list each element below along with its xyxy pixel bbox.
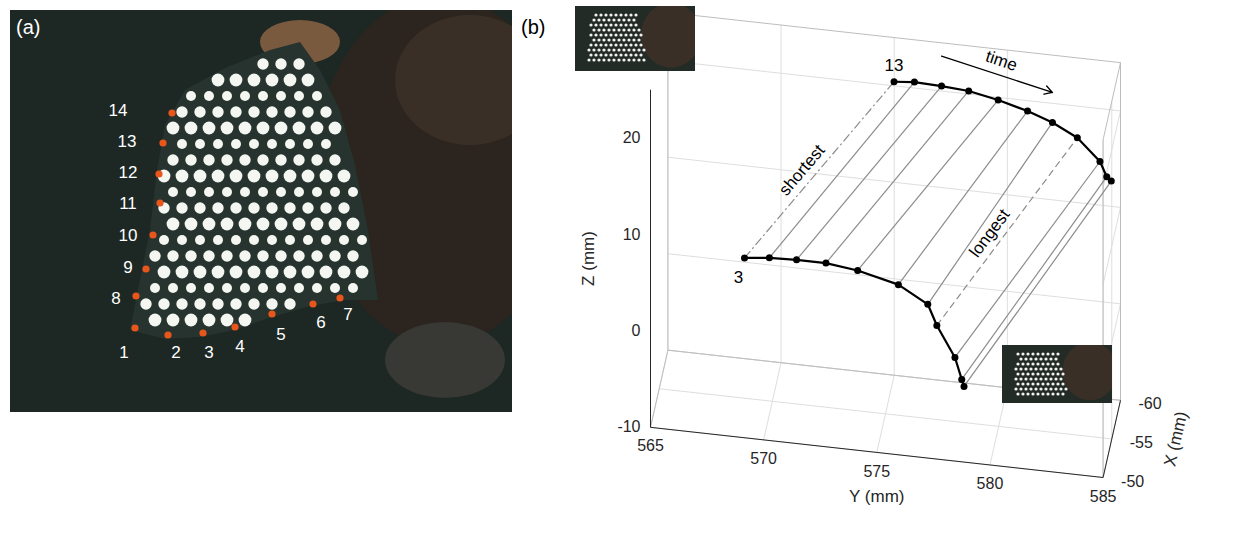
svg-text:Z (mm): Z (mm) xyxy=(579,231,598,286)
svg-text:575: 575 xyxy=(863,463,890,480)
svg-text:5: 5 xyxy=(276,325,285,344)
svg-text:565: 565 xyxy=(637,437,664,454)
svg-text:-10: -10 xyxy=(617,418,640,435)
svg-text:14: 14 xyxy=(109,101,128,120)
svg-text:12: 12 xyxy=(119,163,138,182)
svg-text:time: time xyxy=(983,47,1019,75)
svg-text:0: 0 xyxy=(632,322,641,339)
svg-text:X (mm): X (mm) xyxy=(1160,410,1191,469)
svg-text:Y (mm): Y (mm) xyxy=(849,487,904,506)
svg-text:10: 10 xyxy=(623,226,641,243)
svg-text:7: 7 xyxy=(343,305,352,324)
svg-text:(a): (a) xyxy=(16,16,40,38)
svg-text:10: 10 xyxy=(119,226,138,245)
svg-text:longest: longest xyxy=(966,205,1014,260)
svg-text:3: 3 xyxy=(734,268,743,287)
svg-text:(b): (b) xyxy=(521,16,545,38)
svg-text:4: 4 xyxy=(235,337,244,356)
svg-text:2: 2 xyxy=(171,343,180,362)
svg-text:580: 580 xyxy=(977,475,1004,492)
svg-text:9: 9 xyxy=(123,258,132,277)
svg-text:-60: -60 xyxy=(1139,395,1162,412)
svg-text:3: 3 xyxy=(204,343,213,362)
svg-text:-50: -50 xyxy=(1121,473,1144,490)
svg-text:13: 13 xyxy=(885,56,904,75)
svg-text:11: 11 xyxy=(119,194,137,213)
svg-text:shortest: shortest xyxy=(775,141,829,200)
svg-text:13: 13 xyxy=(118,132,137,151)
svg-text:585: 585 xyxy=(1090,488,1117,505)
svg-text:570: 570 xyxy=(750,450,777,467)
svg-text:8: 8 xyxy=(111,289,120,308)
svg-text:-55: -55 xyxy=(1130,434,1153,451)
svg-text:20: 20 xyxy=(623,129,641,146)
svg-text:6: 6 xyxy=(316,313,325,332)
svg-text:1: 1 xyxy=(119,343,128,362)
